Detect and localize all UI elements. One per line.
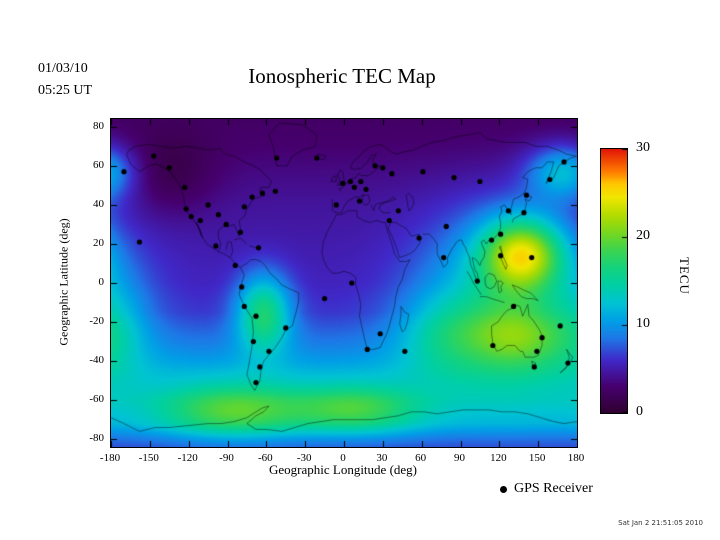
x-tick-label: -150 [138,452,159,464]
y-tick-label: 0 [98,276,105,288]
x-axis-label: Geographic Longitude (deg) [268,462,418,477]
x-tick-label: 30 [376,452,388,464]
page-title: Ionospheric TEC Map [248,64,436,88]
tec-heatmap-canvas [110,118,578,448]
colorbar-tick-label: 30 [636,140,650,155]
legend-label: GPS Receiver [514,481,593,496]
y-tick-label: -60 [89,393,104,406]
y-tick-label: 60 [93,158,104,171]
observation-datetime: 01/03/10 05:25 UT [38,58,92,102]
x-tick-label: 90 [454,452,465,464]
x-tick-label: -180 [99,452,121,464]
gps-receiver-legend: GPS Receiver [500,481,593,497]
colorbar-tick-label: 10 [636,316,650,331]
x-tick-label: 60 [415,452,427,464]
colorbar-unit-label: TECU [677,257,692,295]
x-tick-label: 150 [528,452,546,464]
observation-time: 05:25 UT [38,83,93,98]
y-tick-label: 80 [93,119,104,132]
x-tick-label: 180 [567,452,585,464]
x-tick-label: -120 [177,452,198,464]
y-tick-label: 40 [93,197,104,210]
gps-receiver-dot-icon [500,485,507,493]
colorbar-tick-label: 0 [636,404,643,419]
colorbar-canvas [600,148,628,414]
y-tick-label: -80 [89,432,104,445]
creation-timestamp: Sat Jan 2 21:51:05 2010 [618,519,703,527]
x-tick-label: -90 [219,452,234,464]
colorbar-tick-label: 20 [636,228,650,243]
observation-date: 01/03/10 [38,61,88,76]
y-tick-label: 20 [93,236,104,249]
x-tick-label: 120 [490,452,507,464]
y-tick-label: -40 [89,354,104,367]
x-tick-label: -60 [257,452,273,464]
y-tick-label: -20 [89,315,104,328]
x-tick-label: 0 [340,452,346,464]
x-tick-label: -30 [296,452,312,464]
